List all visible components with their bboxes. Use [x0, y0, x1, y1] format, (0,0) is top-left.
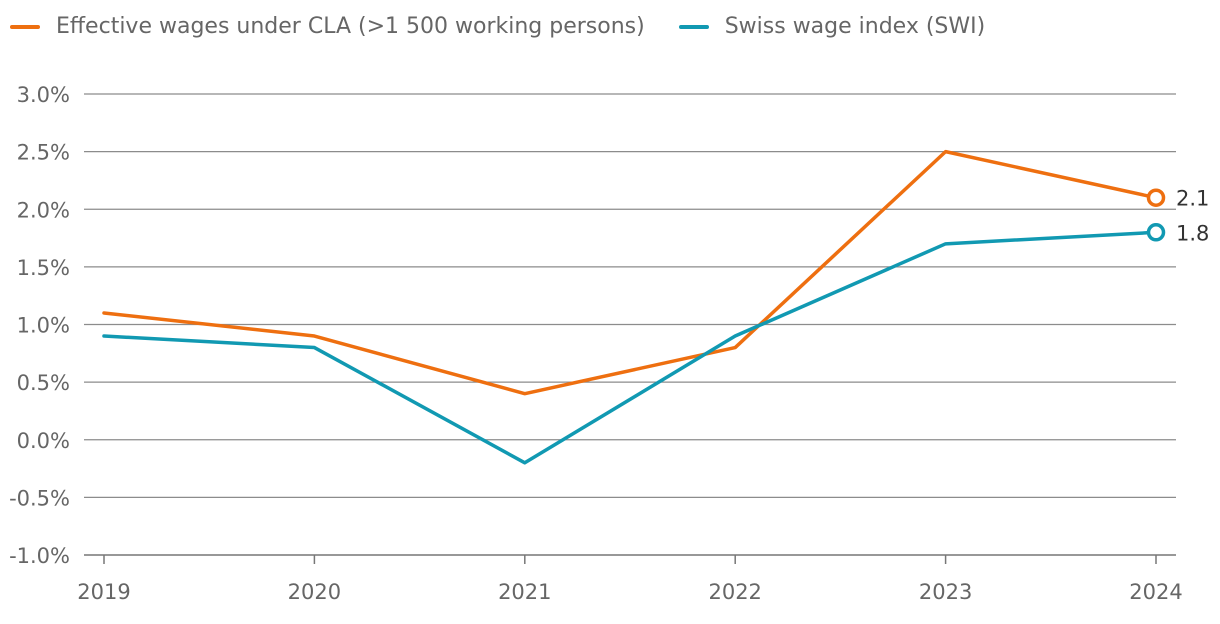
y-tick-label: 3.0% [17, 83, 70, 107]
y-tick-label: 0.5% [17, 371, 70, 395]
series-layer [101, 149, 1166, 466]
y-tick-label: 2.0% [17, 198, 70, 222]
y-tick-label: 2.5% [17, 141, 70, 165]
series-line-1[interactable] [102, 230, 1158, 465]
legend-item-cla[interactable]: Effective wages under CLA (>1 500 workin… [10, 14, 645, 39]
data-point[interactable] [522, 460, 528, 466]
end-marker-0[interactable] [1146, 188, 1166, 207]
data-point[interactable] [101, 333, 107, 339]
legend: Effective wages under CLA (>1 500 workin… [10, 14, 1019, 39]
data-point[interactable] [101, 310, 107, 316]
y-tick-label: -0.5% [9, 486, 70, 510]
y-tick-label: 1.0% [17, 314, 70, 338]
y-tick-label: 0.0% [17, 429, 70, 453]
data-point[interactable] [732, 333, 738, 339]
legend-label-swi: Swiss wage index (SWI) [724, 14, 986, 39]
end-value-label-0: 2.1 [1176, 187, 1209, 211]
x-tick-label: 2019 [77, 580, 130, 604]
data-point[interactable] [943, 149, 949, 155]
x-tick-label: 2023 [919, 580, 972, 604]
x-tick-label: 2022 [708, 580, 761, 604]
y-tick-label: 1.5% [17, 256, 70, 280]
legend-label-cla: Effective wages under CLA (>1 500 workin… [56, 14, 645, 39]
x-tick-label: 2021 [498, 580, 551, 604]
data-point[interactable] [311, 345, 317, 351]
axis-layer: 3.0% 2.5% 2.0% 1.5% 1.0% 0.5% 0.0% -0.5% -1.0% 20… [9, 83, 1183, 604]
data-point[interactable] [522, 391, 528, 397]
x-tick-label: 2024 [1129, 580, 1182, 604]
series-line-0[interactable] [102, 149, 1158, 396]
data-point[interactable] [732, 345, 738, 351]
end-marker-1[interactable] [1146, 223, 1166, 242]
y-tick-label: -1.0% [9, 544, 70, 568]
grid-layer [84, 93, 1176, 556]
label-layer: 2.11.8 [1176, 187, 1209, 246]
legend-swatch-swi [678, 24, 709, 29]
data-point[interactable] [943, 241, 949, 247]
x-tick-label: 2020 [288, 580, 341, 604]
legend-item-swi[interactable]: Swiss wage index (SWI) [678, 14, 986, 39]
end-value-label-1: 1.8 [1176, 221, 1209, 245]
data-point[interactable] [311, 333, 317, 339]
legend-swatch-cla [10, 24, 40, 29]
